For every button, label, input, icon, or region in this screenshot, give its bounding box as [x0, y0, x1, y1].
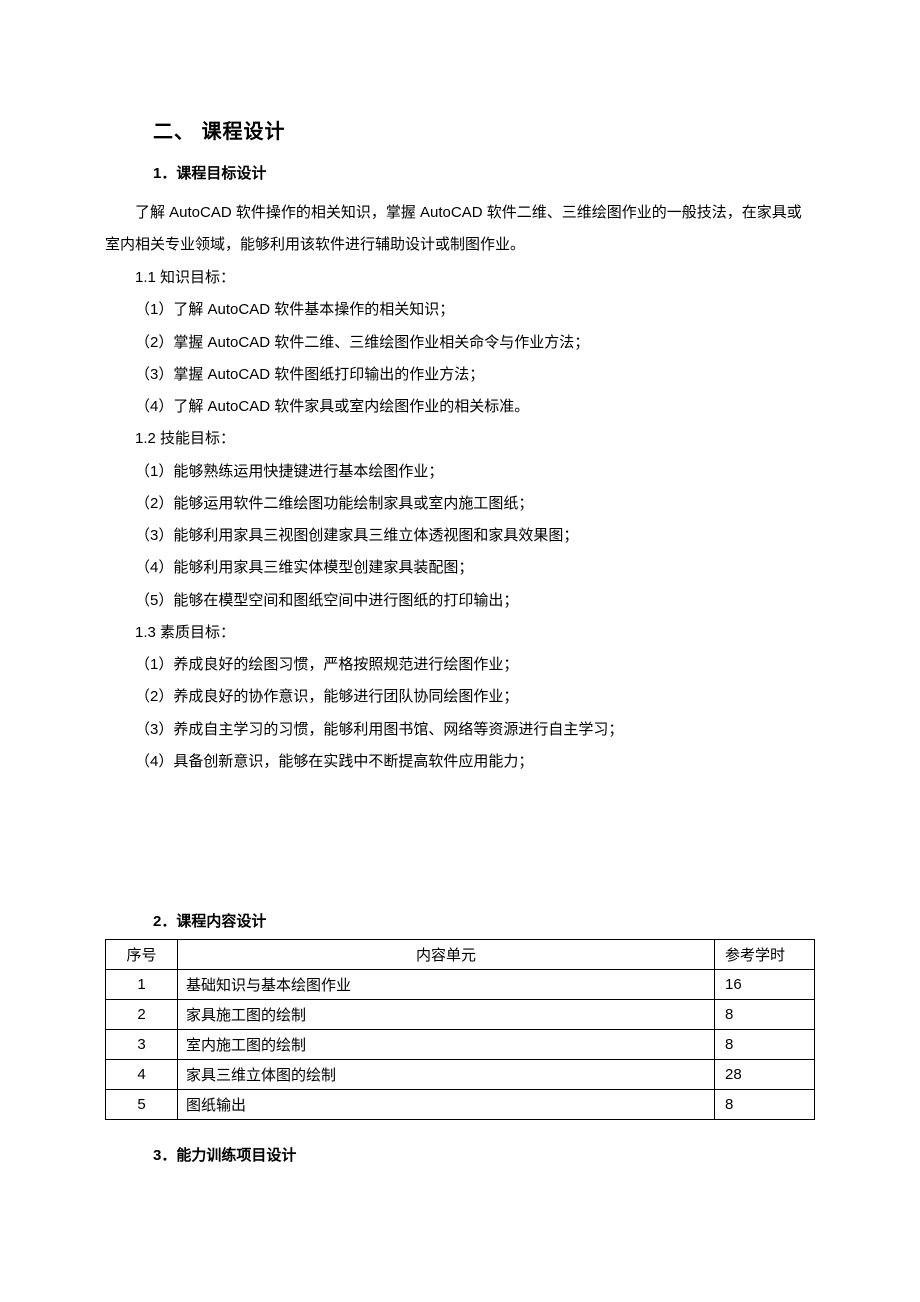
list-item: （1）养成良好的绘图习惯，严格按照规范进行绘图作业； [105, 649, 815, 681]
table-cell-seq: 1 [106, 970, 178, 1000]
table-cell-hours: 16 [715, 970, 815, 1000]
list-item: （2）掌握 AutoCAD 软件二维、三维绘图作业相关命令与作业方法； [105, 327, 815, 359]
section1-intro: 了解 AutoCAD 软件操作的相关知识，掌握 AutoCAD 软件二维、三维绘… [105, 197, 815, 260]
table-cell-hours: 8 [715, 1090, 815, 1120]
list-item: （4）具备创新意识，能够在实践中不断提高软件应用能力； [105, 746, 815, 778]
list-item: （2）能够运用软件二维绘图功能绘制家具或室内施工图纸； [105, 488, 815, 520]
list-item: （3）养成自主学习的习惯，能够利用图书馆、网络等资源进行自主学习； [105, 714, 815, 746]
section2-title: 2．课程内容设计 [153, 910, 815, 931]
skill-goals: 1.2 技能目标： （1）能够熟练运用快捷键进行基本绘图作业； （2）能够运用软… [105, 423, 815, 617]
heading-number: 二、 [153, 121, 195, 143]
list-item: （1）了解 AutoCAD 软件基本操作的相关知识； [105, 294, 815, 326]
table-cell-unit: 家具施工图的绘制 [178, 1000, 715, 1030]
table-cell-hours: 8 [715, 1000, 815, 1030]
table-cell-hours: 28 [715, 1060, 815, 1090]
heading-title: 课程设计 [202, 121, 286, 143]
table-cell-seq: 5 [106, 1090, 178, 1120]
sub1-title: 1.1 知识目标： [105, 262, 815, 294]
table-row: 1 基础知识与基本绘图作业 16 [106, 970, 815, 1000]
table-header-unit: 内容单元 [178, 940, 715, 970]
table-header-row: 序号 内容单元 参考学时 [106, 940, 815, 970]
section2-number: 2． [153, 913, 176, 930]
list-item: （4）能够利用家具三维实体模型创建家具装配图； [105, 552, 815, 584]
table-row: 3 室内施工图的绘制 8 [106, 1030, 815, 1060]
sub2-title: 1.2 技能目标： [105, 423, 815, 455]
table-cell-seq: 3 [106, 1030, 178, 1060]
list-item: （2）养成良好的协作意识，能够进行团队协同绘图作业； [105, 681, 815, 713]
table-row: 4 家具三维立体图的绘制 28 [106, 1060, 815, 1090]
table-cell-seq: 4 [106, 1060, 178, 1090]
spacer [105, 778, 815, 906]
quality-goals: 1.3 素质目标： （1）养成良好的绘图习惯，严格按照规范进行绘图作业； （2）… [105, 617, 815, 778]
course-content-table: 序号 内容单元 参考学时 1 基础知识与基本绘图作业 16 2 家具施工图的绘制… [105, 939, 815, 1120]
section3-number: 3． [153, 1147, 176, 1164]
table-cell-unit: 基础知识与基本绘图作业 [178, 970, 715, 1000]
table-row: 5 图纸输出 8 [106, 1090, 815, 1120]
section3-title-text: 能力训练项目设计 [176, 1147, 296, 1164]
list-item: （3）能够利用家具三视图创建家具三维立体透视图和家具效果图； [105, 520, 815, 552]
section2-title-text: 课程内容设计 [176, 913, 266, 930]
section-heading: 二、 课程设计 [153, 115, 815, 144]
section1-number: 1． [153, 165, 176, 182]
table-cell-unit: 图纸输出 [178, 1090, 715, 1120]
section1-title: 1．课程目标设计 [153, 162, 815, 183]
list-item: （4）了解 AutoCAD 软件家具或室内绘图作业的相关标准。 [105, 391, 815, 423]
list-item: （5）能够在模型空间和图纸空间中进行图纸的打印输出； [105, 585, 815, 617]
section3-title: 3．能力训练项目设计 [153, 1144, 815, 1165]
table-cell-seq: 2 [106, 1000, 178, 1030]
list-item: （1）能够熟练运用快捷键进行基本绘图作业； [105, 456, 815, 488]
table-row: 2 家具施工图的绘制 8 [106, 1000, 815, 1030]
table-cell-unit: 家具三维立体图的绘制 [178, 1060, 715, 1090]
section1-title-text: 课程目标设计 [176, 165, 266, 182]
table-cell-unit: 室内施工图的绘制 [178, 1030, 715, 1060]
table-cell-hours: 8 [715, 1030, 815, 1060]
knowledge-goals: 1.1 知识目标： （1）了解 AutoCAD 软件基本操作的相关知识； （2）… [105, 262, 815, 423]
sub3-title: 1.3 素质目标： [105, 617, 815, 649]
list-item: （3）掌握 AutoCAD 软件图纸打印输出的作业方法； [105, 359, 815, 391]
table-header-hours: 参考学时 [715, 940, 815, 970]
table-header-seq: 序号 [106, 940, 178, 970]
